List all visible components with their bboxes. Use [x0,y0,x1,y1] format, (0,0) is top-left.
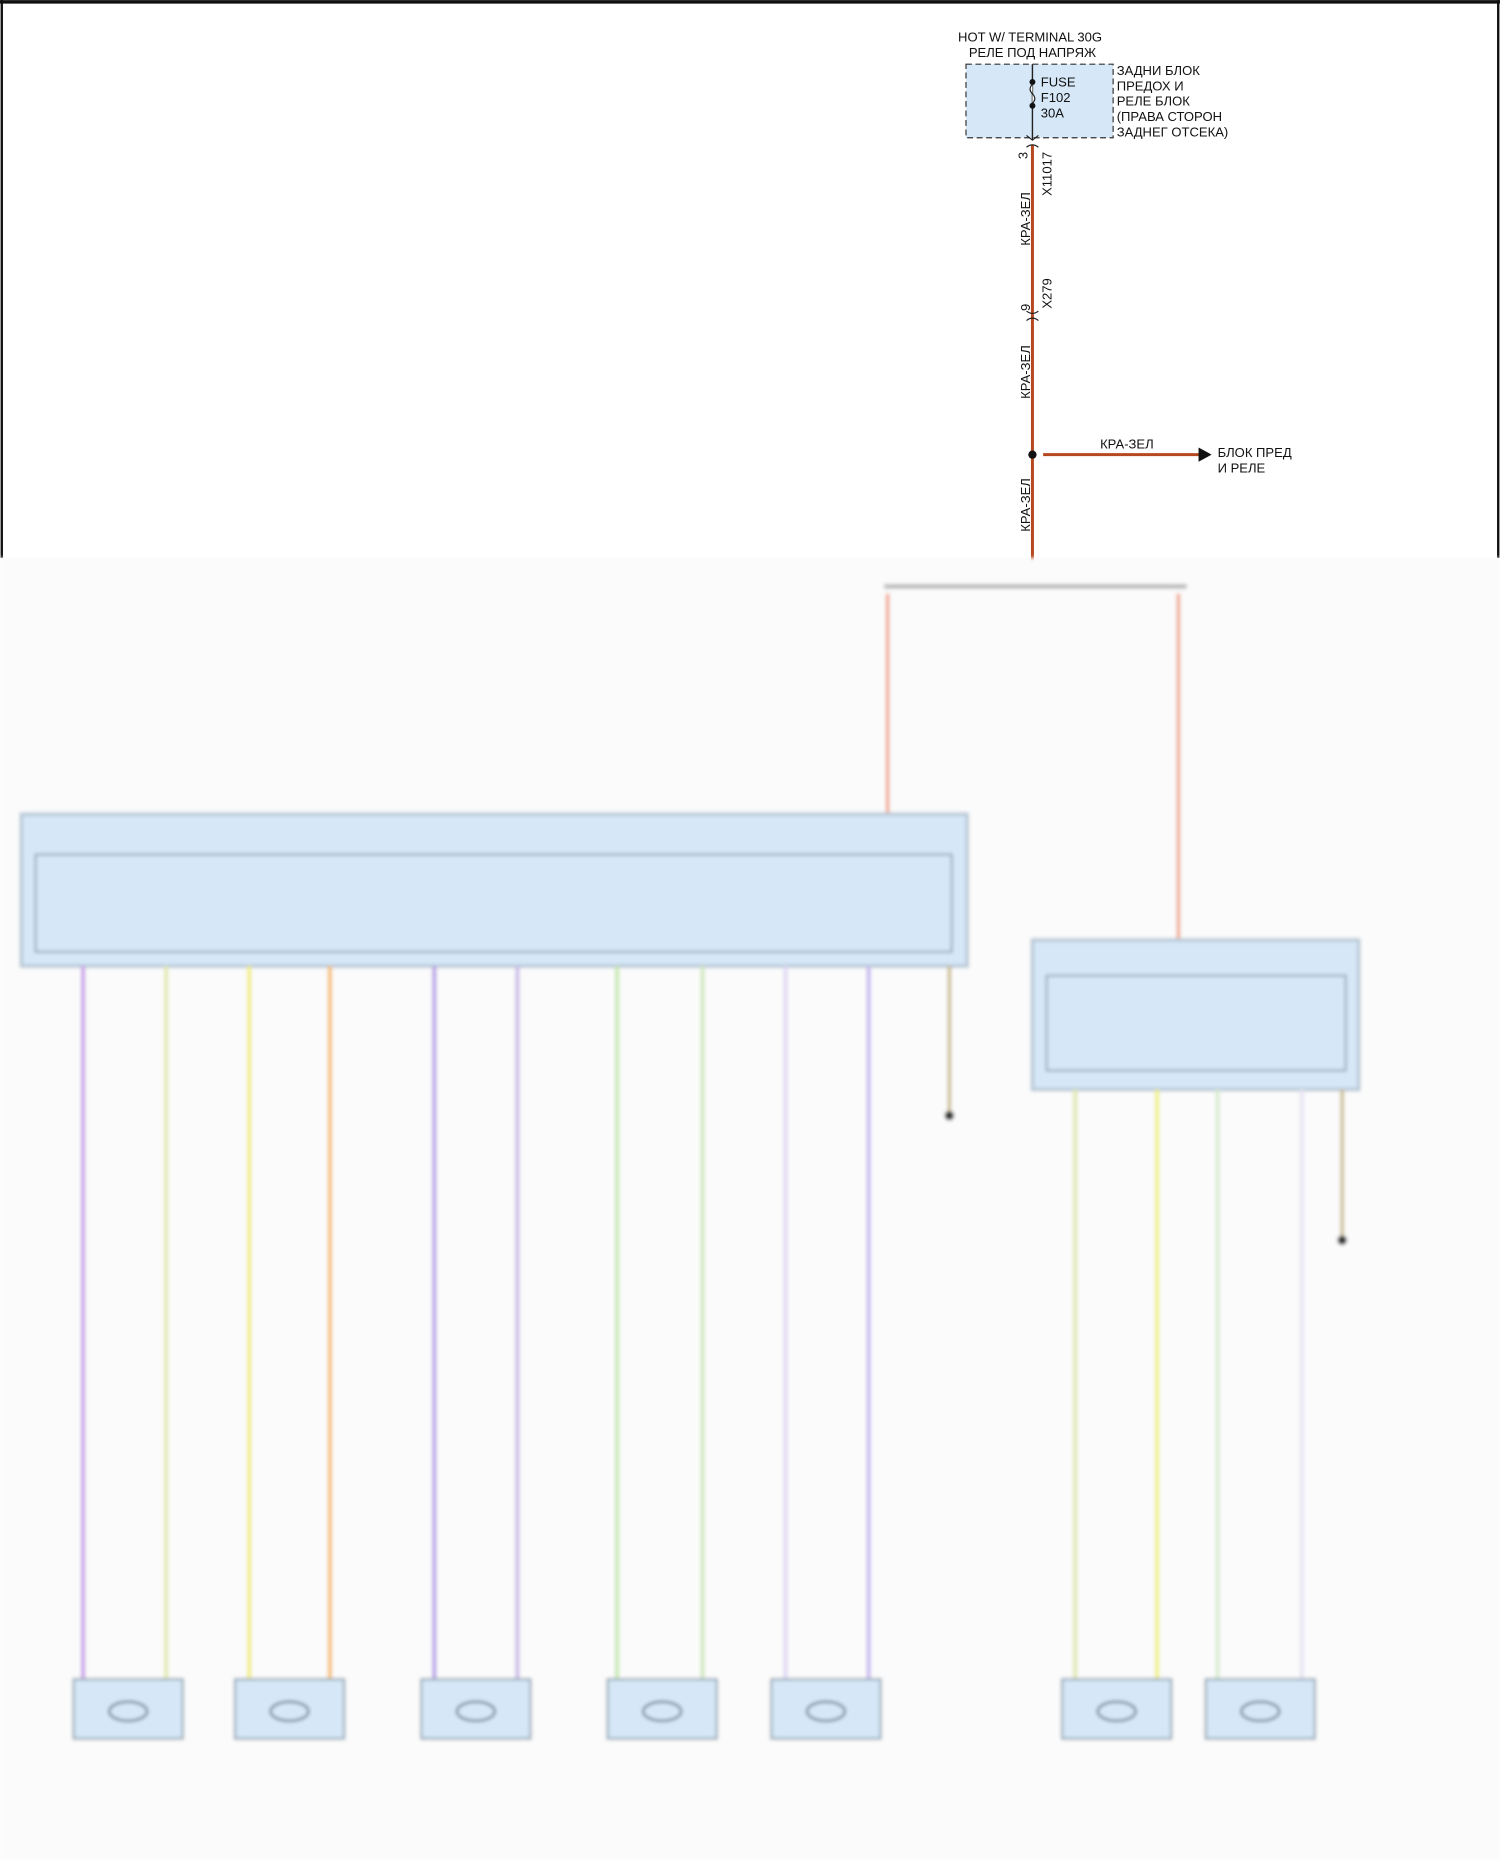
motor-icon [805,1700,847,1723]
motor-icon [455,1700,497,1723]
fuse-block-box [965,63,1114,139]
arrow-right-icon [1198,447,1212,462]
motor-box [420,1678,532,1740]
fuse-id: F102 [1041,90,1071,105]
connector-pin: 3 [1016,152,1031,159]
motor-box [72,1678,184,1740]
motor-icon [269,1700,310,1723]
connector-name: X11017 [1039,152,1054,196]
motor-icon [107,1700,149,1723]
switch-module-right-inner [1045,974,1347,1072]
power-source-line1: HOT W/ TERMINAL 30G [958,30,1102,45]
branch-dest-line2: И РЕЛЕ [1218,460,1266,475]
fuse-block-label-line: ПРЕДОХ И [1117,78,1184,93]
fuse-icon [1029,83,1036,104]
motor-box [233,1678,346,1740]
motor-box [770,1678,882,1740]
lower-circuit-blurred [0,557,1500,1861]
switch-module-right [1030,938,1361,1092]
fuse-rating: 30A [1041,106,1065,121]
fuse-block-label-line: ЗАДНИ БЛОК [1117,63,1201,78]
fuse-block-label-line: ЗАДНЕГ ОТСЕКА) [1117,125,1229,140]
connector-pin: 9 [1018,304,1033,311]
power-source-line2: РЕЛЕ ПОД НАПРЯЖ [969,45,1096,60]
motor-box [1060,1678,1173,1740]
switch-module-left [19,812,969,968]
fuse-block-label-line: РЕЛЕ БЛОК [1117,94,1191,109]
fuse-terminal [1029,102,1036,109]
motor-box [606,1678,718,1740]
connector-name: X279 [1039,278,1054,308]
motor-icon [1096,1700,1137,1723]
splice-dot [1028,450,1037,459]
fuse-block-label-line: (ПРАВА СТОРОН [1117,109,1222,124]
lower-background [0,557,1500,1861]
branch-wire-label: КРА-ЗЕЛ [1100,437,1154,452]
motor-icon [642,1700,683,1723]
motor-box [1204,1678,1317,1740]
fuse-terminal [1029,79,1036,85]
branch-dest-line1: БЛОК ПРЕД [1218,445,1292,460]
connector-x279-icon [1026,310,1039,322]
motor-icon [1240,1700,1281,1723]
fuse-label: FUSE [1041,75,1076,90]
fuse-block-label: ЗАДНИ БЛОК ПРЕДОХ И РЕЛЕ БЛОК (ПРАВА СТО… [1117,63,1229,140]
ground-point [1337,1235,1347,1245]
switch-module-left-inner [34,853,953,953]
wire-color-label: КРА-ЗЕЛ [1018,478,1033,532]
wire-color-label: КРА-ЗЕЛ [1018,192,1033,246]
connector-x11017-icon [1026,134,1039,148]
ground-point [944,1110,955,1121]
wire-color-label: КРА-ЗЕЛ [1018,345,1033,399]
